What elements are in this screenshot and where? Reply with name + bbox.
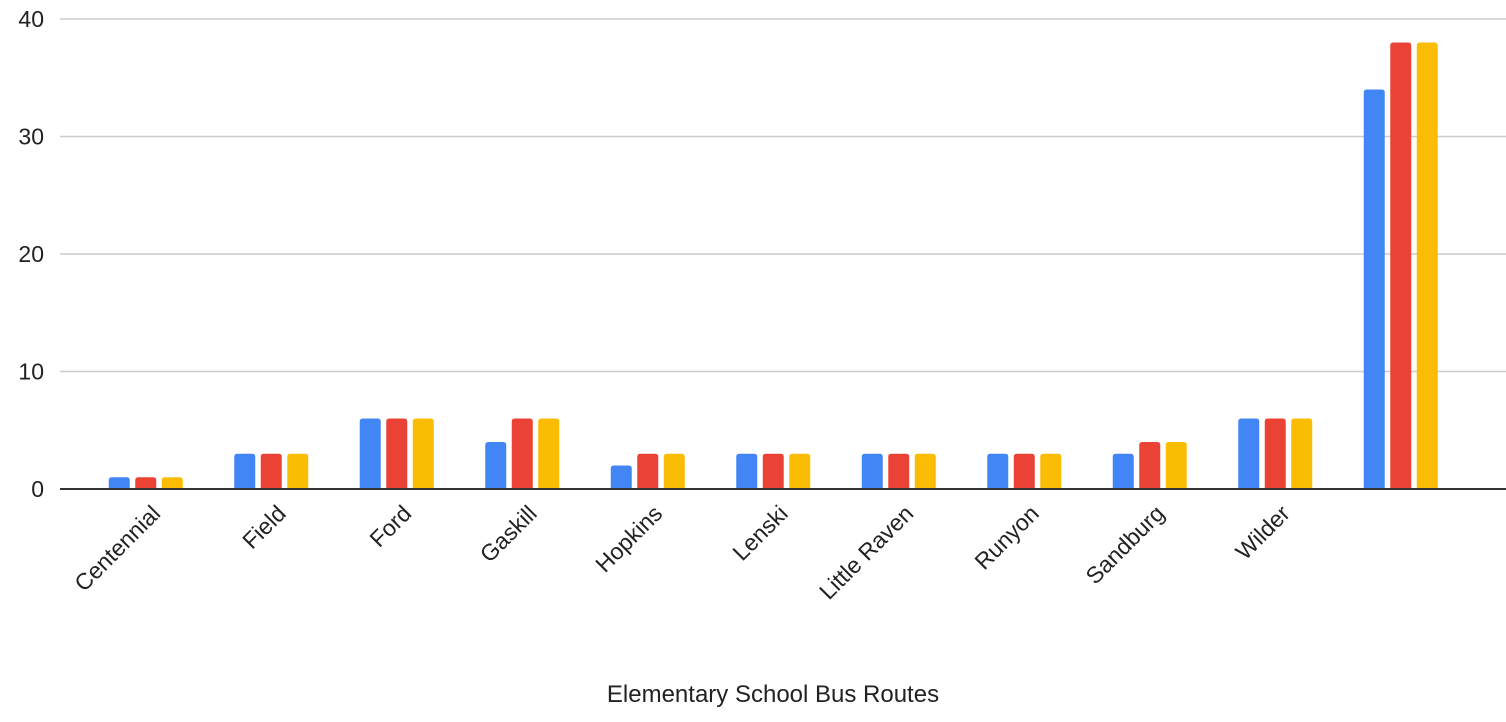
bar	[1013, 453, 1035, 489]
bar	[789, 453, 811, 489]
bar	[108, 477, 130, 489]
y-tick-label: 20	[18, 241, 44, 267]
grid-lines	[60, 18, 1506, 373]
bar	[287, 453, 309, 489]
bar	[1390, 42, 1412, 489]
bars	[108, 42, 1438, 489]
x-axis-categories: Centennial Field Ford Gaskill Hopkins Lenski L…	[69, 500, 1295, 605]
x-tick-label: Hopkins	[590, 500, 667, 577]
x-tick-label: Ford	[364, 500, 416, 552]
bar	[1291, 418, 1313, 489]
bar	[861, 453, 883, 489]
x-tick-label: Runyon	[969, 500, 1043, 574]
bar	[485, 442, 507, 489]
bar	[888, 453, 910, 489]
bar	[161, 477, 183, 489]
y-tick-label: 30	[18, 124, 44, 150]
bar	[1416, 42, 1438, 489]
bar	[386, 418, 408, 489]
x-tick-label: Wilder	[1230, 500, 1295, 565]
x-axis-title: Elementary School Bus Routes	[607, 681, 939, 708]
x-tick-label: Gaskill	[475, 500, 542, 567]
y-tick-label: 10	[18, 359, 44, 385]
bar	[511, 418, 533, 489]
x-tick-label: Centennial	[69, 500, 165, 596]
bar	[762, 453, 784, 489]
bar	[260, 453, 282, 489]
bar	[1139, 442, 1161, 489]
bar	[538, 418, 560, 489]
bar	[1165, 442, 1187, 489]
bar	[610, 465, 632, 489]
bar	[234, 453, 256, 489]
bar	[663, 453, 685, 489]
x-tick-label: Lenski	[727, 500, 792, 565]
bar	[736, 453, 758, 489]
bar	[412, 418, 434, 489]
x-tick-label: Field	[237, 500, 291, 554]
bar	[1040, 453, 1062, 489]
bar	[359, 418, 381, 489]
y-tick-label: 0	[31, 476, 44, 502]
x-tick-label: Little Raven	[814, 500, 918, 604]
bar	[1363, 89, 1385, 489]
bar	[914, 453, 936, 489]
bar	[637, 453, 659, 489]
bar	[1264, 418, 1286, 489]
bar	[1112, 453, 1134, 489]
bar	[987, 453, 1009, 489]
x-tick-label: Sandburg	[1080, 500, 1169, 589]
bar	[1238, 418, 1260, 489]
bar	[135, 477, 157, 489]
y-axis-ticks: 0 10 20 30 40	[18, 6, 44, 502]
y-tick-label: 40	[18, 6, 44, 32]
